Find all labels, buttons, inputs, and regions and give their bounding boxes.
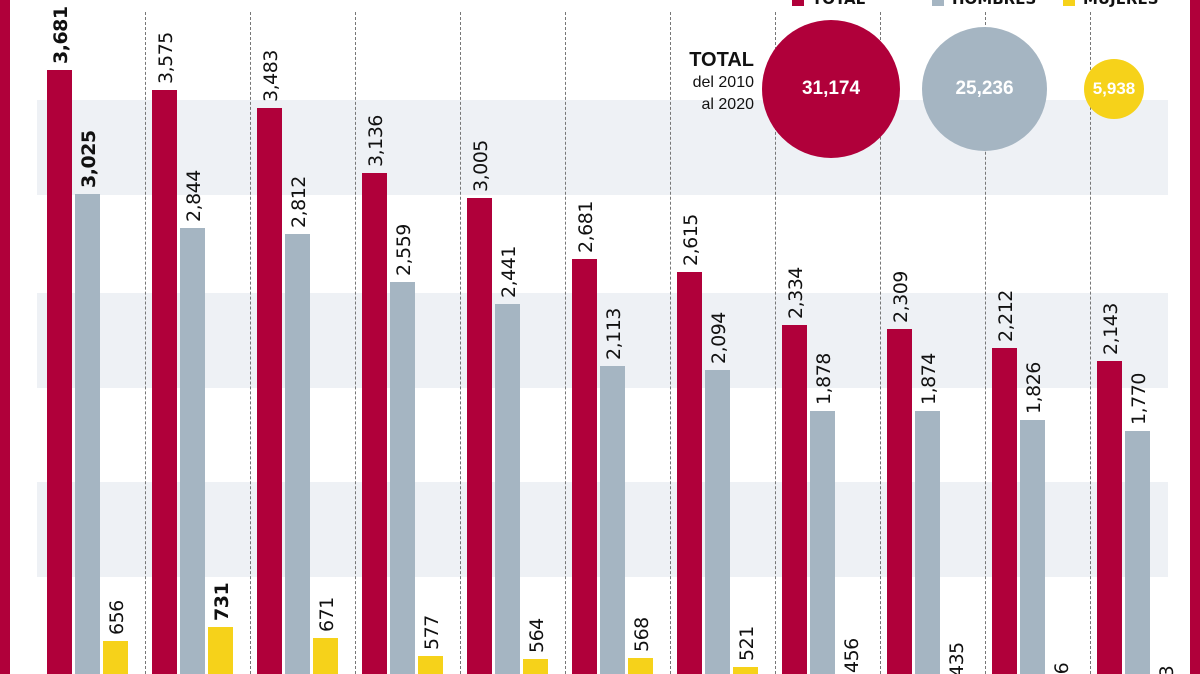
bar-mujeres: [418, 656, 443, 674]
bar-total: [1097, 360, 1122, 674]
column-separator: [1090, 12, 1091, 674]
bar-hombres: [390, 282, 415, 674]
data-label-hombres: 2,844: [183, 170, 205, 223]
data-label-mujeres: 456: [841, 638, 863, 673]
data-label-mujeres: 577: [421, 615, 443, 651]
data-label-hombres: 1,770: [1128, 373, 1150, 425]
data-label-total: 3,005: [470, 140, 492, 192]
bar-hombres: [285, 234, 310, 674]
total-circle-mujeres-label: 5,938: [1092, 79, 1136, 98]
bar-hombres: [75, 194, 100, 674]
bar-mujeres: [103, 641, 128, 674]
column-separator: [880, 12, 881, 674]
legend-item-total: TOTAL: [792, 0, 865, 8]
bar-mujeres: [628, 657, 653, 674]
data-label-hombres: 3,025: [78, 130, 100, 189]
legend-item-mujeres: MUJERES: [1063, 0, 1159, 8]
bar-hombres: [600, 366, 625, 674]
left-border: [0, 0, 10, 674]
column-separator: [355, 12, 356, 674]
data-label-total: 3,136: [365, 115, 387, 168]
data-label-hombres: 1,874: [918, 353, 940, 406]
bar-total: [467, 197, 492, 674]
bar-total: [572, 259, 597, 674]
bar-total: [887, 329, 912, 674]
legend-label-mujeres: MUJERES: [1083, 0, 1159, 8]
bar-mujeres: [313, 638, 338, 674]
data-label-total: 3,483: [260, 49, 282, 102]
data-label-total: 3,575: [155, 32, 177, 85]
data-label-hombres: 2,559: [393, 224, 415, 277]
legend-label-hombres: HOMBRES: [952, 0, 1036, 8]
bar-mujeres: [523, 658, 548, 674]
bar-hombres: [495, 304, 520, 674]
data-label-hombres: 2,441: [498, 246, 520, 299]
column-separator: [565, 12, 566, 674]
data-label-hombres: 2,094: [708, 311, 730, 364]
column-separator: [250, 12, 251, 674]
bar-total: [677, 271, 702, 674]
total-circle-total: 31,174: [762, 20, 900, 158]
data-label-hombres: 1,826: [1023, 362, 1045, 415]
data-label-total: 2,681: [575, 201, 597, 254]
data-label-total: 2,212: [995, 289, 1017, 342]
bar-mujeres: [733, 666, 758, 674]
bar-hombres: [705, 369, 730, 674]
legend-swatch-hombres: [932, 0, 944, 6]
total-circle-hombres: 25,236: [922, 27, 1047, 151]
total-circle-total-label: 31,174: [801, 78, 861, 99]
totals-title: TOTAL: [689, 49, 754, 71]
data-label-hombres: 2,113: [603, 308, 625, 361]
bar-total: [362, 173, 387, 674]
legend-item-hombres: HOMBRES: [932, 0, 1036, 8]
bar-hombres: [180, 228, 205, 674]
column-separator: [670, 12, 671, 674]
data-label-mujeres: 731: [211, 582, 233, 622]
data-label-mujeres: 656: [106, 600, 128, 636]
data-label-mujeres: 73: [1156, 665, 1178, 674]
data-label-mujeres: 671: [316, 597, 338, 633]
totals-label: TOTAL del 2010 al 2020: [656, 48, 754, 116]
bar-total: [992, 347, 1017, 674]
total-circle-hombres-label: 25,236: [955, 78, 1014, 99]
totals-subtitle-1: del 2010: [692, 74, 754, 91]
column-separator: [775, 12, 776, 674]
legend-swatch-mujeres: [1063, 0, 1075, 6]
data-label-hombres: 2,812: [288, 176, 310, 229]
data-label-total: 3,681: [50, 6, 72, 65]
data-label-total: 2,615: [680, 213, 702, 266]
bar-hombres: [1125, 431, 1150, 674]
data-label-total: 2,334: [785, 266, 807, 319]
data-label-total: 2,309: [890, 271, 912, 324]
legend-swatch-total: [792, 0, 804, 6]
bar-hombres: [1020, 420, 1045, 674]
data-label-total: 2,143: [1100, 302, 1122, 355]
data-label-mujeres: 521: [736, 625, 758, 661]
total-circle-mujeres: 5,938: [1084, 59, 1144, 119]
column-separator: [460, 12, 461, 674]
bar-total: [782, 324, 807, 674]
bar-total: [47, 70, 72, 674]
data-label-mujeres: 568: [631, 617, 653, 652]
bar-total: [152, 90, 177, 674]
data-label-mujeres: 86: [1051, 663, 1073, 674]
column-separator: [145, 12, 146, 674]
right-border: [1190, 0, 1200, 674]
bar-hombres: [915, 411, 940, 674]
data-label-mujeres: 564: [526, 617, 548, 653]
bar-mujeres: [208, 627, 233, 674]
bar-hombres: [810, 410, 835, 674]
totals-subtitle-2: al 2020: [701, 96, 755, 113]
data-label-mujeres: 435: [946, 642, 968, 674]
data-label-hombres: 1,878: [813, 352, 835, 405]
bar-total: [257, 107, 282, 674]
column-separator: [985, 12, 986, 674]
legend-label-total: TOTAL: [812, 0, 865, 8]
